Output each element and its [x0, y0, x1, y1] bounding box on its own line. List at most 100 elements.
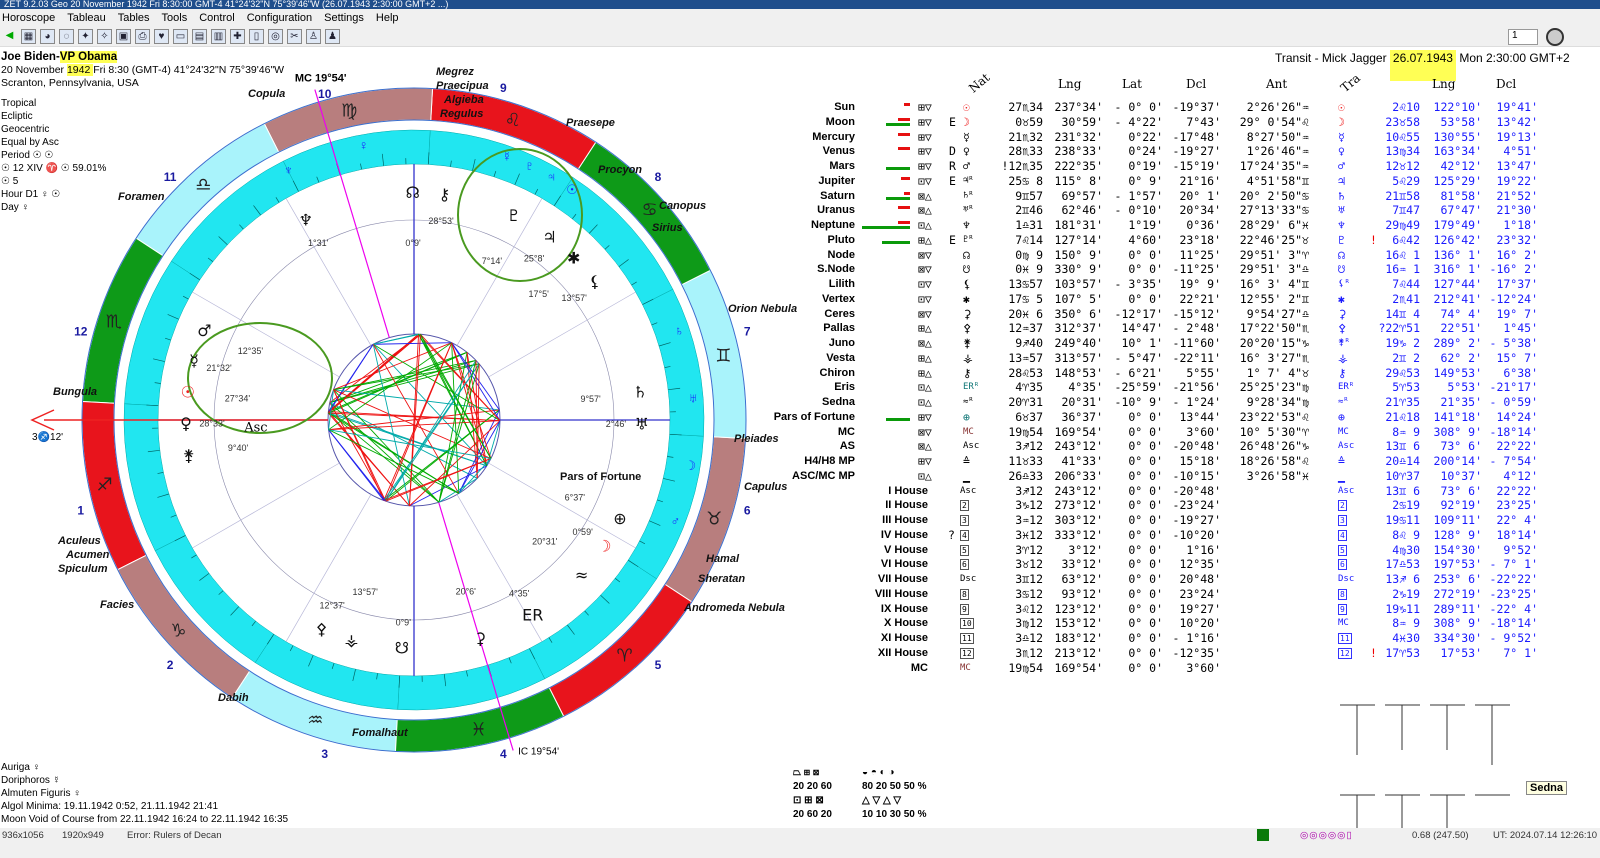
antiscion: 1° 7' 4"♉: [1246, 365, 1309, 380]
house-cusp-line: [456, 198, 543, 346]
transit-position: 12♉12: [1385, 159, 1420, 173]
footer-line: Almuten Figuris ♀: [1, 788, 81, 799]
menu-settings[interactable]: Settings: [324, 12, 364, 24]
transit-glyph-icon: ≙: [1338, 454, 1345, 468]
menu-tables[interactable]: Tables: [117, 12, 150, 24]
planet-glyph-icon: ≙: [963, 454, 970, 468]
aspect-line: [458, 420, 501, 494]
longitude: 107° 5': [1054, 291, 1103, 306]
degree-tick: [604, 245, 610, 250]
row-name: Eris: [834, 381, 855, 394]
aspect-line: [328, 429, 459, 494]
position: 3♏12: [1008, 645, 1043, 660]
transit-declination: 9°52': [1503, 542, 1538, 557]
aspect-icon[interactable]: ◎: [268, 29, 283, 44]
transit-glyph-icon: ☋: [1338, 262, 1345, 277]
person-icon[interactable]: ♙: [306, 29, 321, 44]
fixed-star-label: Megrez: [436, 66, 474, 78]
degree-tick: [331, 663, 335, 670]
menu-tableau[interactable]: Tableau: [67, 12, 106, 24]
table-icon[interactable]: ▦: [21, 29, 36, 44]
grid-icon[interactable]: ▤: [192, 29, 207, 44]
transit-glyph-icon: ⚳: [1338, 306, 1347, 321]
antiscion: 28°29' 6"♓: [1239, 218, 1309, 232]
degree-tick: [427, 152, 430, 165]
run-icon[interactable]: ♟: [325, 29, 340, 44]
planet-glyph-icon: ⊕: [963, 409, 970, 424]
row-name: II House: [885, 499, 928, 512]
house-number: 5: [655, 658, 662, 672]
planet-glyph-icon: Asc: [960, 485, 977, 496]
wheel-mode-buttons[interactable]: ◎◎◎◎◎▯: [1300, 830, 1353, 841]
transit-position: 10♈37: [1385, 468, 1420, 483]
planet-glyph-icon: ☊: [963, 247, 970, 262]
menu-configuration[interactable]: Configuration: [246, 12, 313, 24]
window-icon[interactable]: ▭: [173, 29, 188, 44]
fixed-star-label: Pleiades: [734, 433, 779, 445]
latitude: -25°59': [1114, 380, 1163, 395]
declination: -10°15': [1172, 468, 1221, 483]
col-tra: Tra: [1337, 70, 1363, 96]
row-name: VIII House: [874, 587, 928, 600]
row-name: Pluto: [827, 233, 856, 246]
declination: -17°48': [1172, 129, 1221, 144]
transit-longitude: 272°19': [1433, 586, 1482, 601]
row-name: Pars of Fortune: [773, 410, 855, 423]
menu-tools[interactable]: Tools: [161, 12, 188, 24]
dignity-icons: ⊡△: [918, 380, 932, 395]
position: 17♋ 5: [1008, 291, 1043, 306]
aspect-line: [328, 429, 386, 502]
print-icon[interactable]: ⎙: [135, 29, 150, 44]
transit-glyph-icon: Asc: [1338, 441, 1355, 452]
longitude: 231°32': [1054, 129, 1103, 144]
wheel-icon[interactable]: ◌: [59, 29, 74, 44]
stars-icon[interactable]: ✧: [97, 29, 112, 44]
degree-tick: [553, 195, 562, 206]
declination: 21°16': [1179, 173, 1221, 188]
degree-tick: [658, 342, 671, 347]
transit-glyph-icon: 2: [1338, 500, 1347, 512]
house-number: 11: [164, 170, 177, 184]
degree-tick: [651, 322, 658, 326]
notes-icon[interactable]: ▯: [249, 29, 264, 44]
degree-tick: [266, 634, 275, 645]
degree-tick: [663, 478, 675, 482]
row-name: Uranus: [817, 204, 855, 217]
dignity-icons: ⊞△: [918, 365, 932, 380]
zodiac-sign-icon: ♓: [471, 719, 487, 740]
latitude: 0°22': [1128, 129, 1163, 144]
planet-glyph-icon: 6: [960, 559, 969, 571]
dignity-icons: ⊠▽: [918, 306, 932, 321]
alert-mark: !: [1370, 645, 1377, 660]
menu-help[interactable]: Help: [375, 12, 399, 24]
chart-number-spinner[interactable]: 1: [1508, 29, 1538, 45]
back-icon[interactable]: ◀: [5, 30, 14, 41]
natal-degree-label: 20°6': [456, 586, 477, 596]
latitude: - 4°22': [1114, 114, 1163, 129]
settings-wheel-icon[interactable]: [1546, 28, 1564, 46]
aspect-line: [408, 334, 421, 506]
tools-icon[interactable]: ✂: [287, 29, 302, 44]
menu-bar: Horoscope Tableau Tables Tools Control Config…: [0, 9, 1600, 27]
setting-item: Geocentric: [1, 124, 50, 135]
row-name: V House: [883, 543, 928, 556]
row-name: XII House: [877, 646, 928, 659]
transit-icon[interactable]: ✚: [230, 29, 245, 44]
cosmos-icon[interactable]: ✦: [78, 29, 93, 44]
heart-icon[interactable]: ♥: [154, 29, 169, 44]
planet-glyph-icon: ♅ᴿ: [963, 205, 974, 216]
chart-icon[interactable]: ▥: [211, 29, 226, 44]
degree-tick: [239, 224, 244, 230]
row-name: Moon: [825, 115, 855, 128]
position: 7♌14: [1008, 232, 1043, 247]
position: 26♎33: [1008, 468, 1043, 483]
menu-control[interactable]: Control: [199, 12, 235, 24]
natal-degree-label: 6°37': [565, 492, 586, 502]
footer-line: Algol Minima: 19.11.1942 0:52, 21.11.194…: [1, 801, 219, 812]
longitude: 213°12': [1054, 645, 1103, 660]
map-icon[interactable]: ▣: [116, 29, 131, 44]
menu-horoscope[interactable]: Horoscope: [2, 12, 56, 24]
transit-longitude: 128° 9': [1433, 527, 1482, 542]
globe-icon[interactable]: ◕: [40, 29, 55, 44]
